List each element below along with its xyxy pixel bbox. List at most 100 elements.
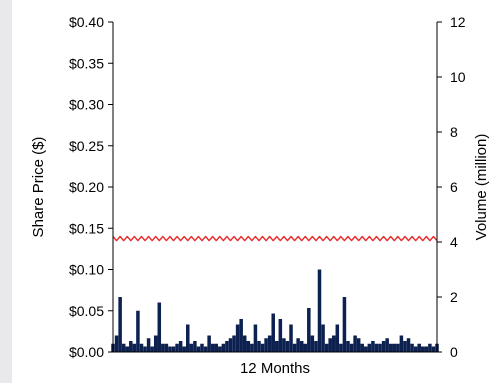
volume-bar <box>118 297 122 352</box>
right-tick-label: 4 <box>450 234 458 250</box>
volume-bar <box>207 335 211 352</box>
volume-bar <box>314 341 318 352</box>
volume-bar <box>356 338 361 352</box>
volume-bar <box>385 338 389 352</box>
left-tick-label: $0.40 <box>69 14 104 30</box>
volume-bar <box>278 319 283 352</box>
volume-bar <box>246 341 251 352</box>
volume-bar <box>406 338 411 352</box>
volume-bar <box>139 343 144 352</box>
volume-bar <box>143 346 147 352</box>
volume-bar <box>289 324 293 352</box>
left-tick-label: $0.30 <box>69 97 104 113</box>
y-axis-label-right: Volume (million) <box>473 134 490 241</box>
volume-bar <box>417 343 421 352</box>
volume-bar <box>214 343 219 352</box>
volume-bar <box>428 343 432 352</box>
share-price-line <box>112 235 438 242</box>
volume-bar <box>328 338 332 352</box>
volume-bar <box>296 338 300 352</box>
volume-bar <box>193 341 197 352</box>
volume-bar <box>307 308 311 352</box>
volume-bar <box>317 269 322 352</box>
right-tick-label: 6 <box>450 179 458 195</box>
volume-bar <box>228 338 233 352</box>
volume-bar <box>374 343 379 352</box>
volume-bar <box>253 324 258 352</box>
left-tick-label: $0.35 <box>69 55 104 71</box>
volume-bar <box>285 341 290 352</box>
volume-bar <box>171 346 176 352</box>
volume-bar <box>292 343 297 352</box>
volume-bar <box>196 346 201 352</box>
volume-bar <box>186 324 190 352</box>
left-tick-label: $0.05 <box>69 303 104 319</box>
volume-bar <box>182 346 186 352</box>
volume-bar <box>129 341 133 352</box>
volume-bar <box>321 324 325 352</box>
volume-bar <box>235 324 240 352</box>
volume-bar <box>264 338 268 352</box>
volume-bar <box>121 343 126 352</box>
volume-bar <box>250 343 254 352</box>
volume-bar <box>378 343 382 352</box>
right-tick-label: 10 <box>450 69 466 85</box>
left-tick-label: $0.10 <box>69 262 104 278</box>
volume-bar <box>342 297 347 352</box>
volume-bar <box>299 341 304 352</box>
volume-bar <box>114 335 119 352</box>
volume-bar <box>349 343 354 352</box>
volume-bar <box>310 335 315 352</box>
y-axis-label-left: Share Price ($) <box>30 137 47 238</box>
volume-bar <box>221 343 226 352</box>
left-tick-label: $0.00 <box>69 344 104 360</box>
volume-bar <box>381 341 386 352</box>
volume-bar <box>150 346 154 352</box>
volume-bar <box>267 335 272 352</box>
volume-bars <box>111 269 439 352</box>
volume-bar <box>421 346 425 352</box>
volume-bar <box>282 338 286 352</box>
volume-bar <box>200 343 204 352</box>
volume-bar <box>168 346 172 352</box>
volume-bar <box>360 343 364 352</box>
volume-bar <box>132 343 137 352</box>
right-tick-label: 0 <box>450 344 458 360</box>
volume-bar <box>239 319 243 352</box>
volume-bar <box>178 341 183 352</box>
right-tick-label: 12 <box>450 14 466 30</box>
volume-bar <box>303 343 308 352</box>
x-axis-label: 12 Months <box>240 360 310 377</box>
volume-bar <box>353 335 357 352</box>
volume-bar <box>367 343 372 352</box>
volume-bar <box>260 343 265 352</box>
right-axis-ticks: 0 2 4 6 8 10 12 <box>437 14 466 360</box>
volume-bar <box>136 310 140 352</box>
volume-bar <box>210 343 215 352</box>
volume-bar <box>257 341 261 352</box>
volume-bar <box>242 335 247 352</box>
volume-bar <box>218 346 222 352</box>
left-margin-band <box>0 0 12 383</box>
volume-bar <box>424 346 429 352</box>
volume-bar <box>275 341 279 352</box>
volume-bar <box>203 346 208 352</box>
volume-bar <box>324 343 329 352</box>
volume-bar <box>161 343 165 352</box>
volume-bar <box>125 346 129 352</box>
volume-bar <box>157 302 162 352</box>
volume-bar <box>399 335 404 352</box>
volume-bar <box>413 346 418 352</box>
volume-bar <box>392 343 397 352</box>
volume-bar <box>396 343 400 352</box>
volume-bar <box>335 324 340 352</box>
volume-bar <box>232 335 236 352</box>
left-tick-label: $0.25 <box>69 138 104 154</box>
left-tick-label: $0.20 <box>69 179 104 195</box>
left-tick-label: $0.15 <box>69 220 104 236</box>
right-tick-label: 8 <box>450 124 458 140</box>
volume-bar <box>431 346 436 352</box>
volume-bar <box>410 343 414 352</box>
